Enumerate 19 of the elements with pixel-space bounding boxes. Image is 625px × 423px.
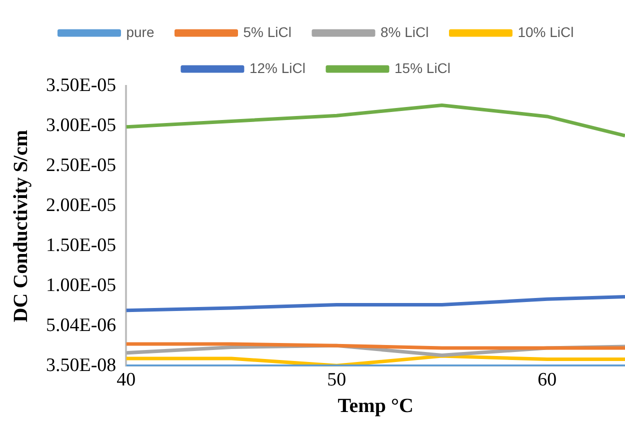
y-tick-label: 2.50E-05 (46, 154, 116, 176)
x-axis-title: Temp °C (338, 395, 414, 418)
legend-label: 12% LiCl (249, 60, 306, 76)
x-tick-label: 60 (538, 370, 557, 391)
legend-label: 10% LiCl (518, 24, 574, 40)
y-tick-label: 3.00E-05 (46, 114, 116, 136)
legend-label: 8% LiCl (380, 24, 429, 40)
y-tick-label: 3.50E-08 (46, 355, 116, 376)
legend-label: 15% LiCl (394, 60, 451, 76)
legend-label: pure (126, 24, 154, 40)
x-tick-label: 40 (116, 370, 136, 391)
y-tick-label: 5.04E-06 (46, 315, 116, 336)
y-axis-title: DC Conductivity S/cm (10, 130, 32, 322)
y-tick-label: 2.00E-05 (46, 194, 116, 216)
x-tick-label: 50 (327, 370, 346, 391)
legend-label: 5% LiCl (243, 24, 292, 40)
y-tick-label: 1.00E-05 (46, 275, 116, 296)
y-tick-label: 1.50E-05 (46, 234, 116, 256)
y-tick-label: 3.50E-05 (46, 74, 116, 96)
